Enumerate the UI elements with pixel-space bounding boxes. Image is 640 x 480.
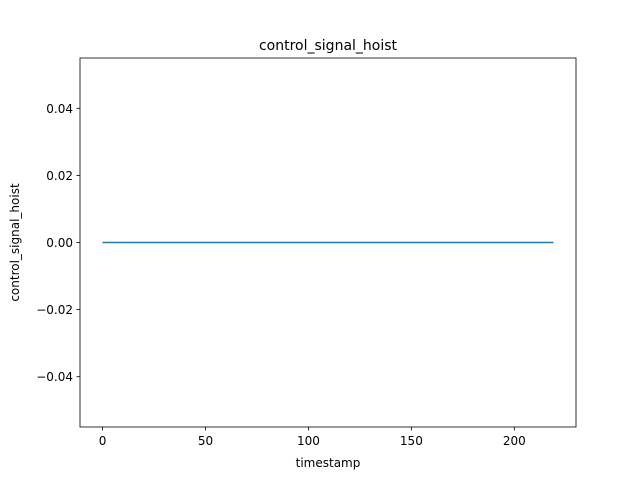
plot-frame bbox=[79, 57, 577, 428]
y-tick-label: 0.02 bbox=[46, 169, 73, 183]
x-axis-ticks: 0 50 100 150 200 bbox=[99, 427, 526, 448]
x-tick-label: 50 bbox=[198, 434, 213, 448]
x-tick-label: 150 bbox=[400, 434, 423, 448]
y-axis-label: control_signal_hoist bbox=[8, 183, 22, 302]
x-tick-label: 100 bbox=[297, 434, 320, 448]
y-tick-label: −0.02 bbox=[36, 303, 73, 317]
y-tick-label: 0.04 bbox=[46, 102, 73, 116]
chart-title: control_signal_hoist bbox=[259, 38, 398, 54]
y-axis-ticks: −0.04 −0.02 0.00 0.02 0.04 bbox=[36, 102, 80, 384]
x-tick-label: 200 bbox=[503, 434, 526, 448]
y-tick-label: −0.04 bbox=[36, 370, 73, 384]
x-tick-label: 0 bbox=[99, 434, 107, 448]
y-tick-label: 0.00 bbox=[46, 236, 73, 250]
x-axis-label: timestamp bbox=[296, 456, 361, 470]
